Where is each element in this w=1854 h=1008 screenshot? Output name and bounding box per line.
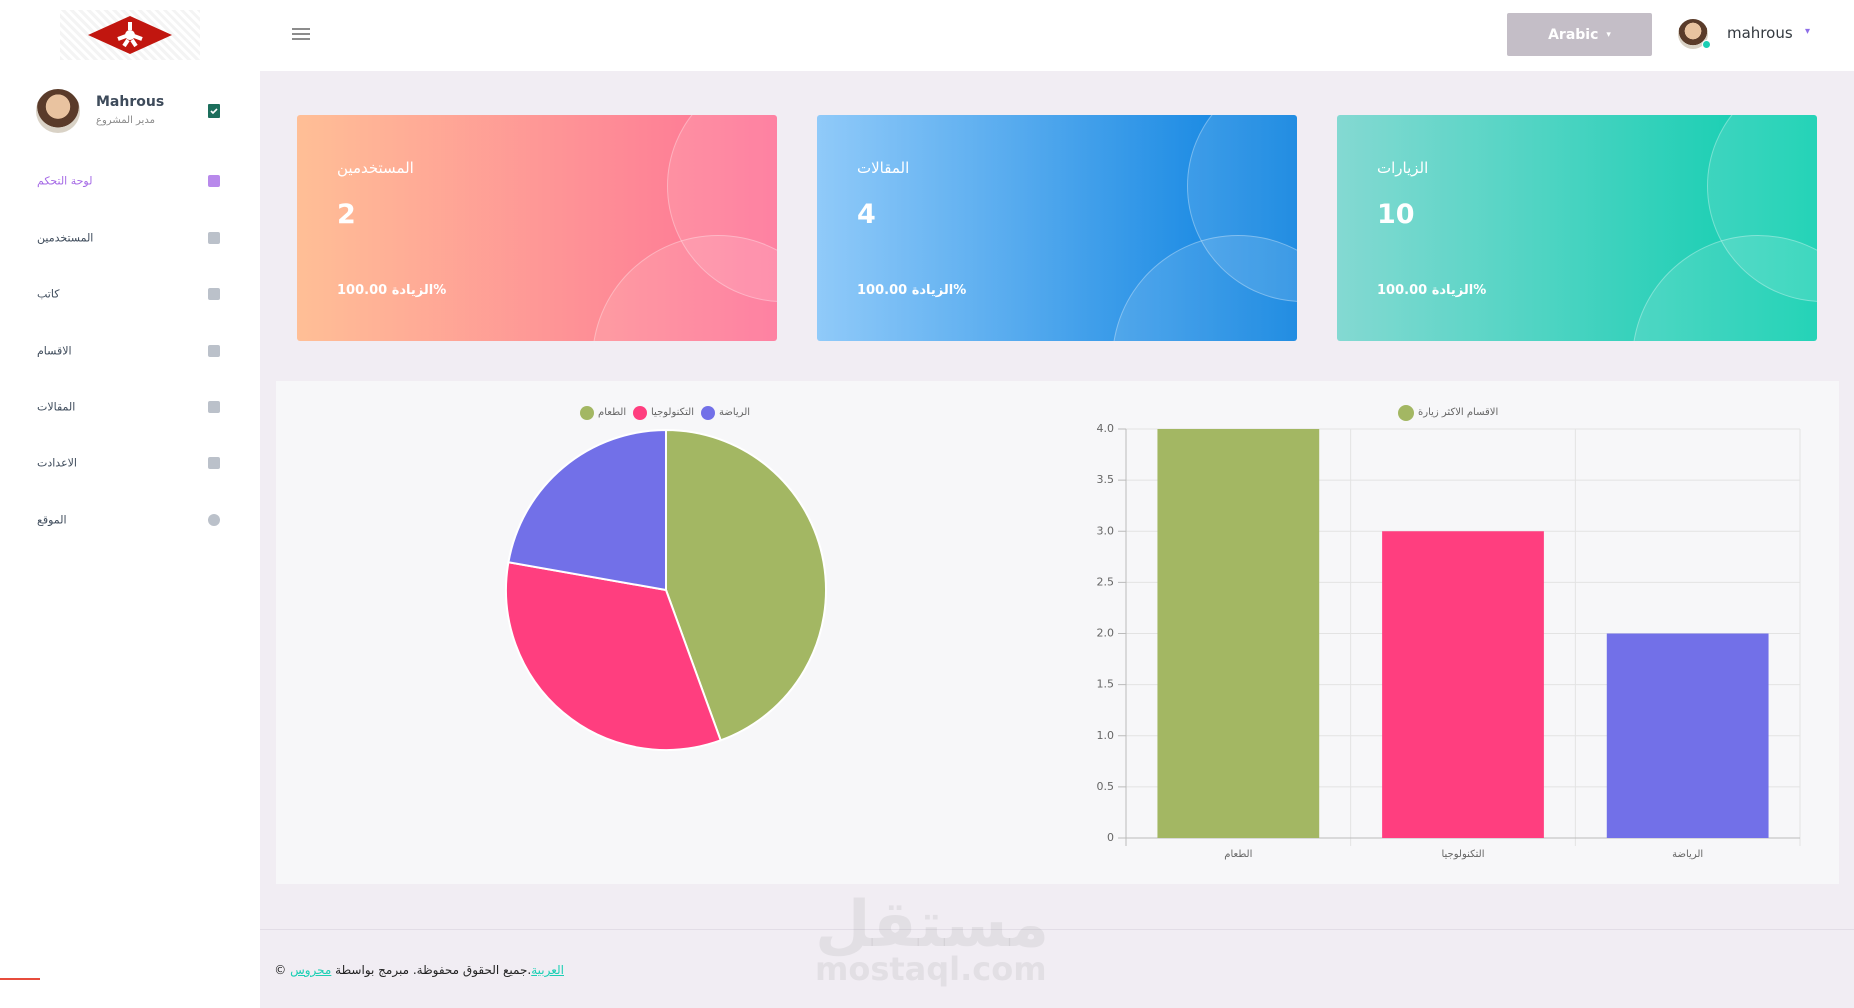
header-username[interactable]: mahrous xyxy=(1727,24,1793,42)
corner-badge xyxy=(0,978,40,1008)
menu-item[interactable]: الاعدادت xyxy=(37,456,77,470)
caret: ▾ xyxy=(1606,29,1611,40)
card-value: 4 xyxy=(857,199,876,230)
user-name: Mahrous xyxy=(96,94,165,110)
menu-item[interactable]: المقالات xyxy=(37,400,76,414)
avatar xyxy=(36,89,80,133)
footer-link[interactable]: العربية xyxy=(531,963,564,977)
verified-icon xyxy=(208,104,220,118)
x-tick-label: الطعام xyxy=(1224,849,1252,860)
x-tick-label: التكنولوجيا xyxy=(1441,849,1484,860)
card-footer: 100.00 الزيادة% xyxy=(857,283,967,298)
footer: العربية.جميع الحقوق محفوظة. مبرمج بواسطة… xyxy=(274,963,564,977)
sidebar: Mahrous مدير المشروع لوحة التحكم المستخدم… xyxy=(0,0,260,1008)
language-label: Arabic xyxy=(1548,26,1599,43)
legend-swatch xyxy=(633,406,647,420)
legend-label: التكنولوجيا xyxy=(651,407,694,418)
pie-slice xyxy=(665,428,827,742)
topbar: Arabic ▾ mahrous ▾ xyxy=(260,0,1854,71)
menu-icon xyxy=(208,457,220,469)
legend-swatch xyxy=(1398,405,1414,421)
stat-card: الزيارات 10 100.00 الزيادة% xyxy=(1337,115,1817,341)
watermark: مستقل xyxy=(815,888,1050,962)
bar xyxy=(1382,531,1544,838)
menu-toggle[interactable] xyxy=(291,27,311,41)
y-tick-label: 1.0 xyxy=(1097,729,1115,742)
menu-item[interactable]: الموقع xyxy=(37,513,67,527)
stat-card: المستخدمين 2 100.00 الزيادة% xyxy=(297,115,777,341)
y-tick-label: 0.5 xyxy=(1097,780,1115,793)
menu-item[interactable]: لوحة التحكم xyxy=(37,174,93,188)
stat-card: المقالات 4 100.00 الزيادة% xyxy=(817,115,1297,341)
menu-item[interactable]: كاتب xyxy=(37,287,60,301)
menu-icon xyxy=(208,175,220,187)
menu-icon xyxy=(208,288,220,300)
menu-icon xyxy=(208,401,220,413)
card-value: 2 xyxy=(337,199,356,230)
language-button[interactable]: Arabic ▾ xyxy=(1507,13,1652,56)
y-tick-label: 3.0 xyxy=(1097,524,1115,537)
card-value: 10 xyxy=(1377,199,1415,230)
menu-item[interactable]: المستخدمين xyxy=(37,231,94,245)
card-title: الزيارات xyxy=(1377,159,1429,177)
copyright: © xyxy=(274,963,287,977)
x-tick-label: الرياضة xyxy=(1672,849,1703,860)
card-title: المقالات xyxy=(857,159,910,177)
y-tick-label: 2.0 xyxy=(1097,627,1115,640)
pie-slice xyxy=(505,561,723,751)
card-footer: 100.00 الزيادة% xyxy=(1377,283,1487,298)
menu-item[interactable]: الاقسام xyxy=(37,344,72,358)
y-tick-label: 3.5 xyxy=(1097,473,1115,486)
card-footer: 100.00 الزيادة% xyxy=(337,283,447,298)
footer-divider xyxy=(260,929,1854,930)
y-tick-label: 0 xyxy=(1107,831,1114,844)
footer-text: .جميع الحقوق محفوظة. مبرمج بواسطة xyxy=(335,963,532,977)
charts-panel: الطعام التكنولوجيا الرياضة 0 0.5 1.0 1.5 2.0 2.5… xyxy=(276,381,1839,884)
legend-swatch xyxy=(580,406,594,420)
menu-icon xyxy=(208,232,220,244)
logo[interactable] xyxy=(60,10,200,60)
bar xyxy=(1157,429,1320,838)
legend-label: الطعام xyxy=(598,407,626,418)
card-title: المستخدمين xyxy=(337,159,414,177)
legend-swatch xyxy=(701,406,715,420)
menu-icon xyxy=(208,345,220,357)
logo-icon xyxy=(88,16,172,54)
y-tick-label: 1.5 xyxy=(1097,678,1115,691)
y-tick-label: 4.0 xyxy=(1097,422,1115,435)
y-tick-label: 2.5 xyxy=(1097,575,1115,588)
footer-link[interactable]: محروس xyxy=(290,963,332,977)
watermark: mostaql.com xyxy=(815,950,1047,988)
legend-label: الرياضة xyxy=(719,407,750,418)
legend-label: الاقسام الاكثر زيارة xyxy=(1418,407,1498,418)
pie-slice xyxy=(507,428,667,592)
bar xyxy=(1606,633,1769,838)
online-dot xyxy=(1702,40,1711,49)
user-role: مدير المشروع xyxy=(96,115,155,126)
menu-icon xyxy=(208,514,220,526)
caret: ▾ xyxy=(1805,26,1811,37)
